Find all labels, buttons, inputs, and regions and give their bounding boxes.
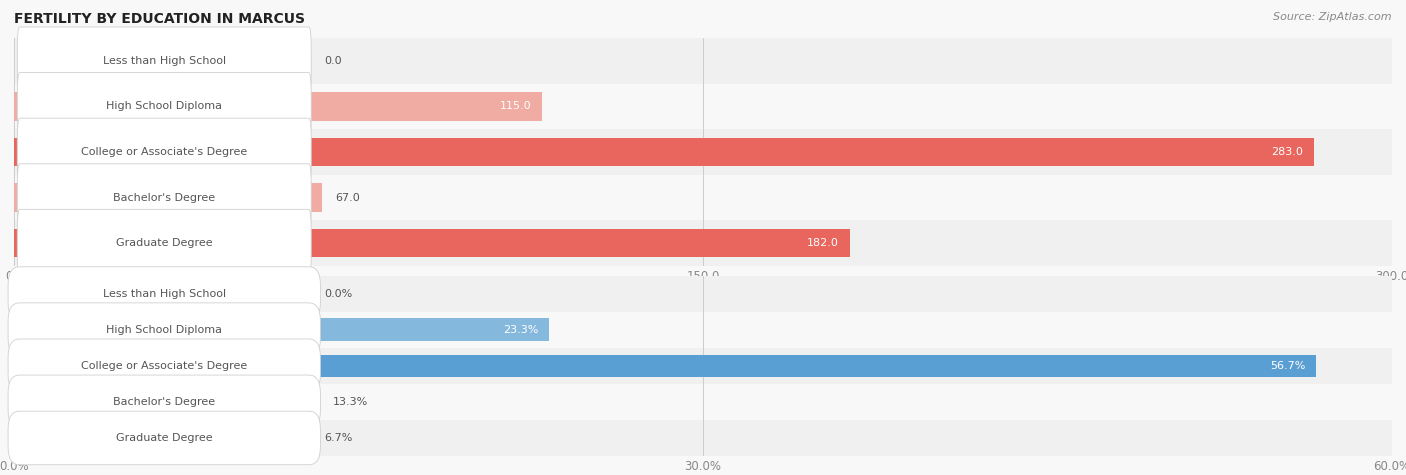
Text: 23.3%: 23.3% [503, 324, 538, 335]
Text: 13.3%: 13.3% [333, 397, 368, 407]
Bar [14, 427, 167, 449]
Text: Less than High School: Less than High School [103, 56, 226, 66]
Text: 56.7%: 56.7% [1270, 361, 1305, 371]
Text: Source: ZipAtlas.com: Source: ZipAtlas.com [1274, 12, 1392, 22]
FancyBboxPatch shape [8, 267, 321, 320]
Text: High School Diploma: High School Diploma [107, 101, 222, 112]
Text: FERTILITY BY EDUCATION IN MARCUS: FERTILITY BY EDUCATION IN MARCUS [14, 12, 305, 26]
Bar [14, 220, 1392, 266]
Text: Less than High School: Less than High School [103, 288, 226, 299]
Text: 283.0: 283.0 [1271, 147, 1303, 157]
Bar [14, 420, 1392, 456]
Text: 0.0: 0.0 [325, 56, 342, 66]
Text: 67.0: 67.0 [336, 192, 360, 203]
Bar [14, 354, 1316, 377]
Text: College or Associate's Degree: College or Associate's Degree [82, 361, 247, 371]
Text: 182.0: 182.0 [807, 238, 839, 248]
Text: Bachelor's Degree: Bachelor's Degree [114, 192, 215, 203]
FancyBboxPatch shape [17, 73, 311, 140]
Bar [14, 229, 851, 257]
Bar [14, 84, 1392, 129]
Text: College or Associate's Degree: College or Associate's Degree [82, 147, 247, 157]
FancyBboxPatch shape [17, 164, 311, 231]
Bar [14, 348, 1392, 384]
Bar [14, 138, 1313, 166]
FancyBboxPatch shape [17, 118, 311, 186]
FancyBboxPatch shape [17, 209, 311, 277]
FancyBboxPatch shape [8, 375, 321, 428]
Bar [14, 390, 319, 413]
Text: 0.0%: 0.0% [325, 288, 353, 299]
Bar [14, 276, 1392, 312]
Bar [14, 38, 1392, 84]
FancyBboxPatch shape [8, 303, 321, 356]
Bar [14, 384, 1392, 420]
FancyBboxPatch shape [8, 339, 321, 392]
Bar [14, 92, 543, 121]
Text: Graduate Degree: Graduate Degree [115, 433, 212, 443]
Bar [14, 318, 550, 341]
Text: Bachelor's Degree: Bachelor's Degree [114, 397, 215, 407]
Bar [14, 312, 1392, 348]
FancyBboxPatch shape [8, 411, 321, 465]
Text: 6.7%: 6.7% [325, 433, 353, 443]
Bar [14, 129, 1392, 175]
Bar [14, 175, 1392, 220]
Text: High School Diploma: High School Diploma [107, 324, 222, 335]
Text: 115.0: 115.0 [499, 101, 531, 112]
FancyBboxPatch shape [17, 27, 311, 95]
Text: Graduate Degree: Graduate Degree [115, 238, 212, 248]
Bar [14, 183, 322, 212]
